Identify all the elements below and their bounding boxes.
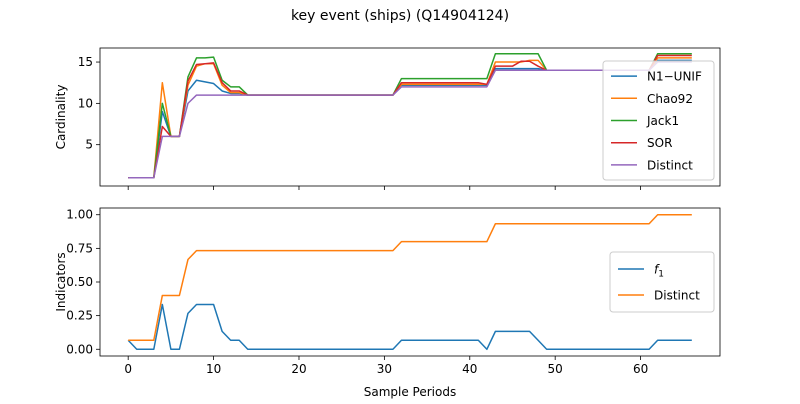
- x-axis-label: Sample Periods: [364, 385, 456, 399]
- x-tick-label: 20: [291, 362, 306, 376]
- legend-box: [609, 251, 715, 313]
- legend-label: Distinct: [647, 158, 693, 172]
- y-tick-label: 0.75: [66, 241, 93, 255]
- legend-label: Distinct: [654, 289, 700, 303]
- chart-title: key event (ships) (Q14904124): [291, 8, 509, 24]
- y-tick-label: 10: [78, 96, 93, 110]
- series-line: [128, 213, 692, 342]
- legend-label: Jack1: [646, 114, 679, 128]
- x-tick-label: 50: [548, 362, 563, 376]
- y-axis-label: Cardinality: [54, 85, 68, 150]
- y-tick-label: 0.00: [66, 342, 93, 356]
- series-line: [128, 61, 692, 179]
- legend: f1 Distinct: [609, 251, 715, 313]
- y-tick-label: 5: [85, 138, 93, 152]
- y-tick-label: 15: [78, 55, 93, 69]
- x-tick-label: 40: [462, 362, 477, 376]
- axes-frame: [99, 207, 721, 357]
- cardinality-panel: 5 10 15 Cardinality N1−UNIF Chao92 Jack1 SOR Dis…: [54, 47, 721, 190]
- axes-frame: [99, 47, 721, 187]
- legend-label: N1−UNIF: [647, 70, 702, 84]
- x-tick-label: 30: [377, 362, 392, 376]
- x-tick-label: 60: [633, 362, 648, 376]
- y-axis-label: Indicators: [54, 252, 68, 311]
- x-tick-label: 0: [124, 362, 132, 376]
- legend: N1−UNIF Chao92 Jack1 SOR Distinct: [602, 60, 715, 181]
- series-line: [127, 303, 692, 351]
- y-tick-label: 0.25: [66, 309, 93, 323]
- legend-label: f1: [654, 263, 664, 280]
- y-tick-label: 1.00: [66, 208, 93, 222]
- legend-label: Chao92: [647, 92, 693, 106]
- y-tick-label: 0.50: [66, 275, 93, 289]
- legend-label: SOR: [647, 136, 672, 150]
- x-tick-label: 10: [206, 362, 221, 376]
- legend-box: [602, 60, 715, 181]
- indicators-panel: 0 10 20 30 40 50 60 0.00 0.25 0.50 0.75 1.00 Indicat…: [54, 207, 721, 399]
